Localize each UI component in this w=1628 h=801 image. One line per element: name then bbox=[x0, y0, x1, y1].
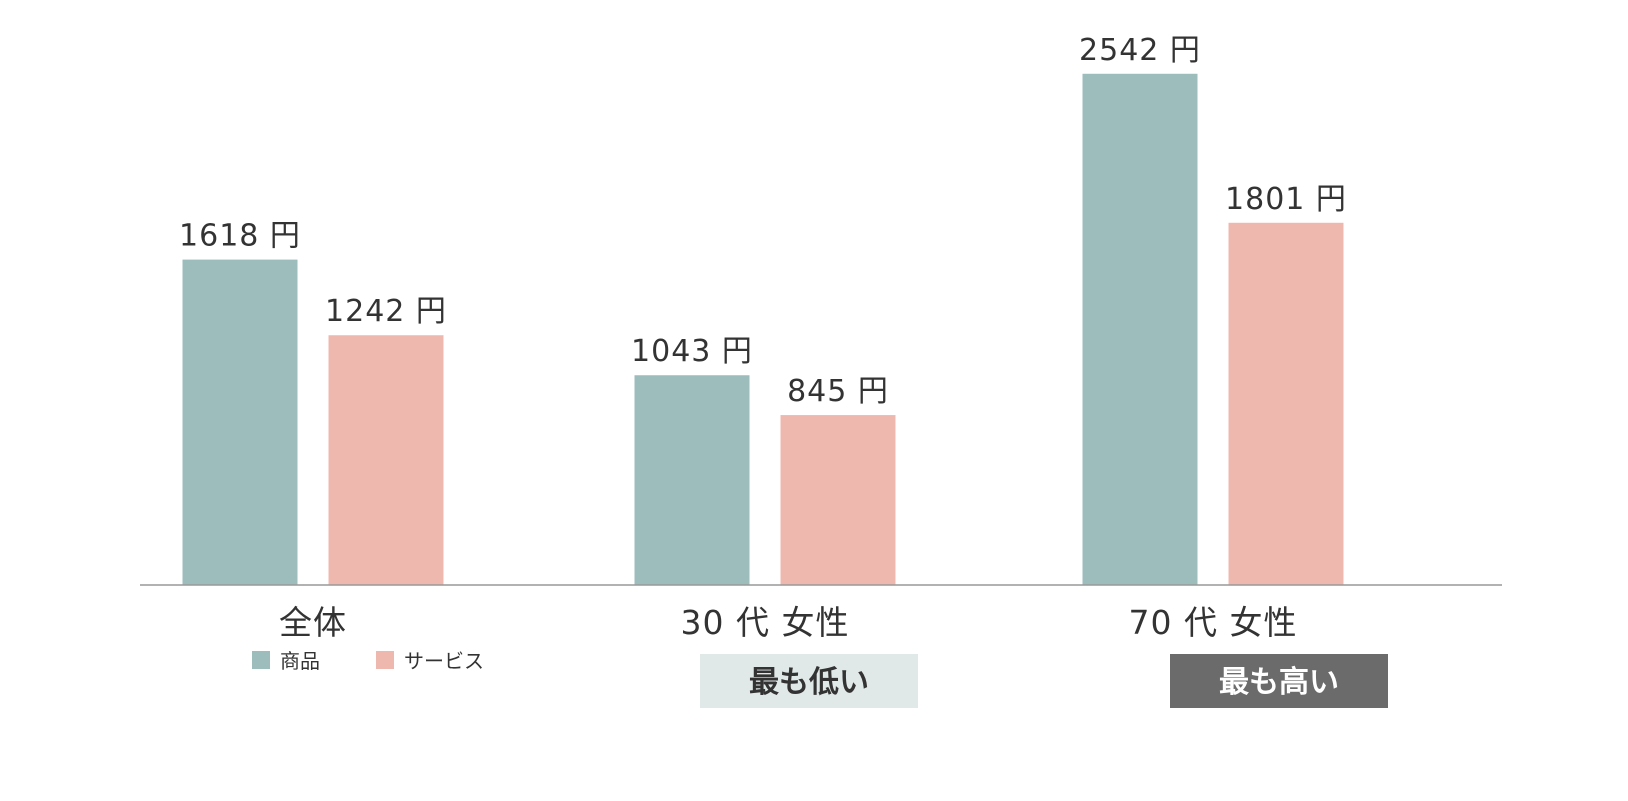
legend-label-product: 商品 bbox=[280, 649, 320, 673]
value-label-product-2: 2542 円 bbox=[1079, 33, 1201, 68]
value-label-service-1: 845 円 bbox=[787, 374, 889, 409]
badge-label-1: 最も高い bbox=[1219, 665, 1339, 700]
legend-swatch-service bbox=[376, 651, 394, 669]
badge-bg-1 bbox=[1170, 654, 1388, 708]
bar-service-2 bbox=[1228, 222, 1344, 585]
value-labels-group: 1618 円 1242 円 1043 円 845 円 2542 円 1801 円 bbox=[179, 33, 1347, 409]
badges-group: 最も低い 最も高い bbox=[700, 654, 1388, 708]
bar-service-1 bbox=[780, 415, 896, 585]
bar-product-2 bbox=[1082, 73, 1198, 585]
category-label-2: 70 代 女性 bbox=[1129, 603, 1298, 642]
badge-label-0: 最も低い bbox=[749, 665, 869, 700]
legend: 商品 サービス bbox=[252, 649, 484, 673]
bar-service-0 bbox=[328, 335, 444, 585]
value-label-product-0: 1618 円 bbox=[179, 219, 301, 254]
value-label-service-2: 1801 円 bbox=[1225, 182, 1347, 217]
bars-group bbox=[182, 73, 1344, 585]
value-label-service-0: 1242 円 bbox=[325, 294, 447, 329]
category-label-0: 全体 bbox=[279, 603, 347, 642]
bar-product-1 bbox=[634, 375, 750, 585]
category-label-1: 30 代 女性 bbox=[681, 603, 850, 642]
value-label-product-1: 1043 円 bbox=[631, 334, 753, 369]
badge-bg-0 bbox=[700, 654, 918, 708]
legend-label-service: サービス bbox=[404, 649, 484, 673]
category-labels-group: 全体 30 代 女性 70 代 女性 bbox=[279, 603, 1298, 642]
legend-swatch-product bbox=[252, 651, 270, 669]
bar-product-0 bbox=[182, 259, 298, 585]
